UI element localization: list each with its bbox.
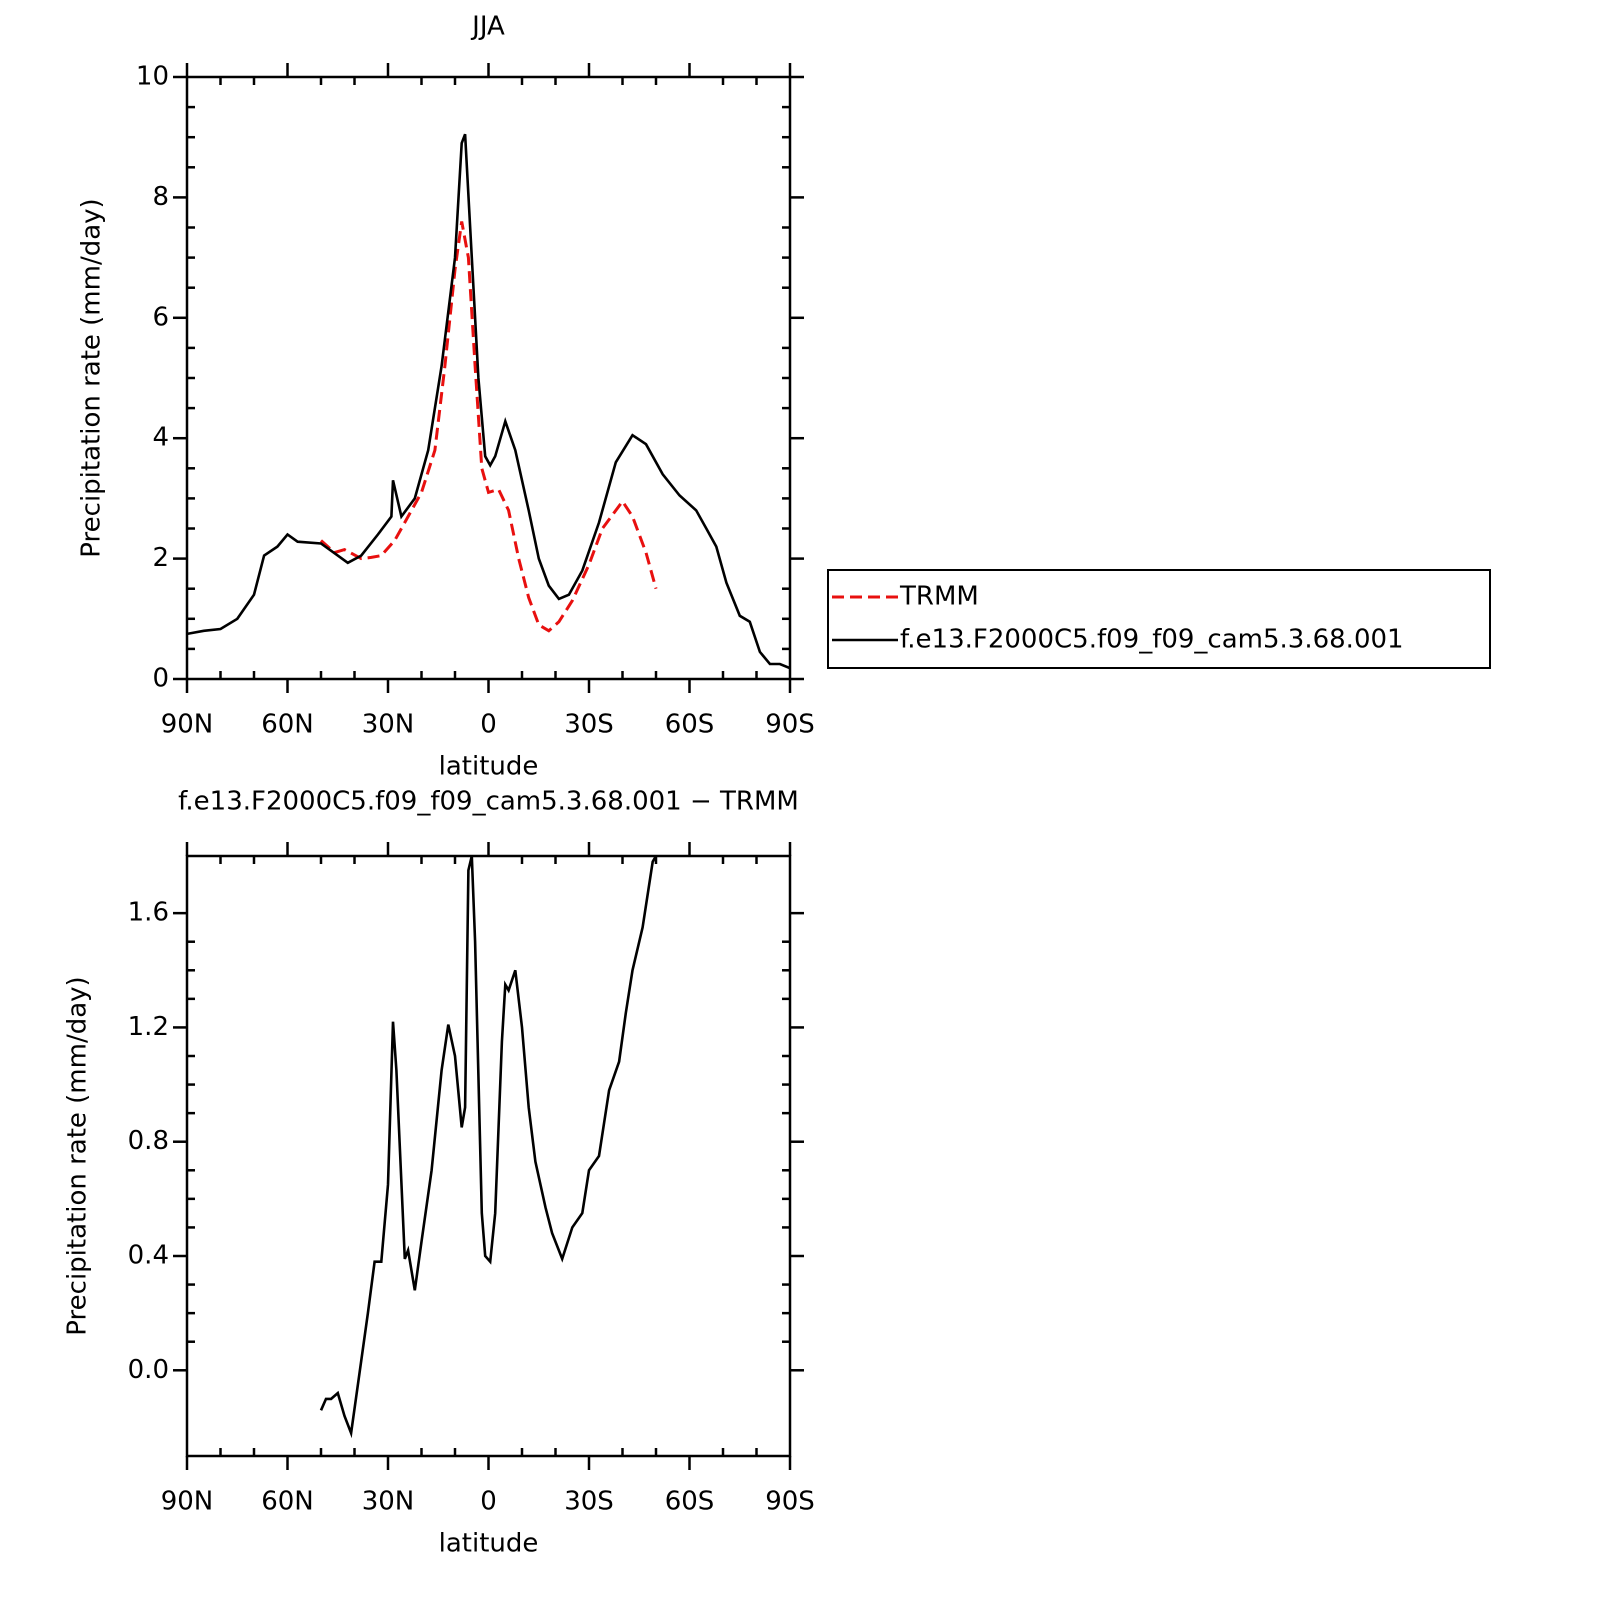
plot-frame — [185, 75, 792, 681]
data-line — [187, 133, 790, 670]
plot-frame — [185, 854, 792, 1458]
y-tick-label: 10 — [136, 62, 169, 92]
legend-box — [827, 569, 1491, 669]
y-axis-label: Precipitation rate (mm/day) — [77, 198, 107, 557]
y-axis-label: Precipitation rate (mm/day) — [63, 976, 93, 1335]
x-tick-label: 30S — [564, 1487, 614, 1517]
y-tick-label: 0.0 — [128, 1355, 169, 1385]
x-tick-label: 60N — [261, 1487, 314, 1517]
x-tick-label: 60S — [665, 710, 715, 740]
data-line — [319, 221, 658, 633]
y-tick-label: 1.2 — [128, 1012, 169, 1042]
y-tick-label: 2 — [152, 543, 169, 573]
y-tick-label: 1.6 — [128, 898, 169, 928]
x-axis-label: latitude — [439, 1529, 539, 1559]
y-tick-label: 0 — [152, 664, 169, 694]
x-tick-label: 0 — [480, 710, 497, 740]
y-tick-label: 8 — [152, 182, 169, 212]
x-tick-label: 90S — [765, 1487, 815, 1517]
y-tick-label: 0.8 — [128, 1126, 169, 1156]
x-tick-label: 30S — [564, 710, 614, 740]
x-tick-label: 60N — [261, 710, 314, 740]
x-tick-label: 90N — [161, 1487, 214, 1517]
x-tick-label: 30N — [362, 1487, 415, 1517]
x-tick-label: 90N — [161, 710, 214, 740]
x-axis-label: latitude — [439, 752, 539, 782]
y-tick-label: 6 — [152, 302, 169, 332]
chart: JJA latitude Precipitation rate (mm/day) 0 2… — [77, 12, 1491, 782]
chart-title: JJA — [470, 12, 505, 42]
legend-label: f.e13.F2000C5.f09_f09_cam5.3.68.001 — [900, 625, 1404, 655]
y-tick-label: 4 — [152, 423, 169, 453]
x-tick-label: 60S — [665, 1487, 715, 1517]
x-tick-label: 90S — [765, 710, 815, 740]
data-line — [319, 856, 658, 1439]
chart-title: f.e13.F2000C5.f09_f09_cam5.3.68.001 − TR… — [178, 787, 799, 817]
x-tick-label: 0 — [480, 1487, 497, 1517]
legend-label: TRMM — [899, 582, 979, 612]
y-tick-label: 0.4 — [128, 1241, 169, 1271]
x-tick-label: 30N — [362, 710, 415, 740]
chart: f.e13.F2000C5.f09_f09_cam5.3.68.001 − TR… — [63, 787, 815, 1559]
